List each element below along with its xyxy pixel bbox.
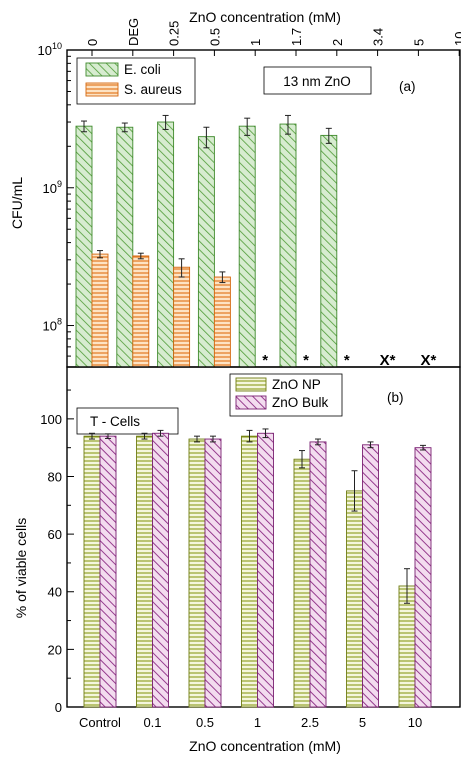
panel-b-annotation-box: T - Cells [76,407,179,435]
top-x-tick-label: 5 [411,39,426,46]
panel-b-y-tick-label: 40 [48,585,62,600]
ecoli-bar [116,126,134,368]
panel-b-annotation: T - Cells [90,414,140,429]
saureus-bar [91,253,109,368]
bottom-x-axis-title: ZnO concentration (mM) [189,738,341,754]
ecoli-bar [279,123,297,368]
panel-b-y-tick-label: 60 [48,527,62,542]
saureus-bar [213,276,231,368]
top-x-tick-label: 10 [452,32,461,46]
panel-a-annotation: 13 nm ZnO [283,74,351,89]
ecoli-bar [157,121,175,368]
top-x-tick-label: 0.5 [207,28,222,46]
top-x-axis-title: ZnO concentration (mM) [189,9,341,25]
no-growth-marker: X* [380,352,396,369]
bottom-x-tick-label: 10 [408,715,422,730]
panel-b-y-tick-label: 20 [48,642,62,657]
panel-b-y-tick-label: 0 [55,700,62,715]
ecoli-bar [197,136,215,368]
panel-b-y-tick-label: 100 [40,412,62,427]
zno-np-bar [188,438,206,708]
bottom-x-tick-label: 0.5 [196,715,214,730]
top-x-tick-label: 2 [330,39,345,46]
legend-entry-label: ZnO NP [272,377,321,392]
bottom-x-tick-label: 0.1 [143,715,161,730]
zno-np-bar [398,585,416,708]
no-growth-marker: X* [420,352,436,369]
zno-bulk-bar [309,441,327,708]
zno-bulk-bar [99,435,117,708]
top-x-tick-label: 0 [85,39,100,46]
zno-np-bar [293,458,311,708]
legend-swatch [235,395,267,410]
panel-b-y-axis-title: % of viable cells [13,518,29,618]
panel-a-y-tick-label: 1010 [38,41,62,58]
top-x-tick-label: DEG [126,18,141,46]
legend-entry-label: ZnO Bulk [272,395,329,410]
zno-bulk-bar [257,432,274,708]
zno-bulk-bar [204,438,222,708]
no-growth-marker: * [262,352,268,369]
top-x-tick-label: 0.25 [167,21,182,46]
zno-bulk-bar [362,444,379,708]
top-x-tick-label: 3.4 [371,28,386,46]
top-x-tick-label: 1.7 [289,28,304,46]
panel-a-y-tick-label: 109 [43,179,62,196]
panel-a-label: (a) [399,79,416,94]
panel-a-annotation-box: 13 nm ZnO [263,66,372,95]
legend-entry-label: E. coli [124,62,161,77]
zno-np-bar [346,490,363,708]
zno-np-bar [241,435,258,708]
no-growth-marker: * [344,352,350,369]
legend-swatch [85,82,119,97]
saureus-bar [132,255,150,368]
saureus-bar [173,266,191,368]
panel-b-label: (b) [387,390,404,405]
bottom-x-tick-label: Control [79,715,121,730]
zno-bulk-bar [414,447,432,708]
no-growth-marker: * [303,352,309,369]
legend-entry-label: S. aureus [124,82,182,97]
zno-np-bar [83,435,101,708]
bottom-x-tick-label: 1 [254,715,261,730]
panel-b-y-tick-label: 80 [48,469,62,484]
ecoli-bar [75,125,93,368]
panel-a-y-axis-title: CFU/mL [9,177,25,229]
top-x-tick-label: 1 [248,39,263,46]
zno-np-bar [136,435,153,708]
ecoli-bar [320,134,338,368]
legend-swatch [235,377,267,392]
legend-swatch [85,62,119,77]
ecoli-bar [238,125,256,368]
panel-a-legend: E. coli S. aureus [76,57,196,105]
bottom-x-tick-label: 2.5 [301,715,319,730]
zno-bulk-bar [152,432,169,708]
panel-a-y-tick-label: 108 [43,317,62,334]
bottom-x-tick-label: 5 [359,715,366,730]
panel-b-legend: ZnO NP ZnO Bulk [229,373,343,417]
